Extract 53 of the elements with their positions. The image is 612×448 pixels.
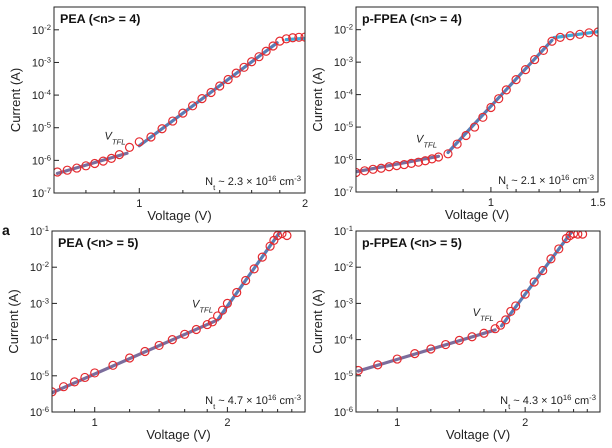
y-tick-label: 10$^{-4}$: [334, 332, 354, 347]
y-tick-label: 10$^{-3}$: [334, 296, 353, 310]
annotation: V$_{TFL}$: [416, 133, 438, 149]
x-axis-title: Voltage (V): [446, 427, 510, 442]
y-tick-label: 10$^{-1}$: [30, 224, 49, 238]
y-tick-label: 10$^{-6}$: [334, 404, 353, 419]
y-tick-label: 10$^{-7}$: [334, 184, 353, 199]
y-tick-label: 10$^{-3}$: [30, 296, 49, 310]
annotation: N$_{t}$ ~ 4.7 × 10$^{16}$ cm$^{-3}$: [205, 392, 301, 410]
x-tick-label: 2: [224, 417, 230, 429]
y-tick-label: 10$^{-5}$: [30, 368, 49, 383]
chart-title: p-FPEA (<n> = 5): [362, 236, 462, 250]
annotation: V$_{TFL}$: [472, 306, 494, 322]
annotation: N$_{t}$ ~ 4.3 × 10$^{16}$ cm$^{-3}$: [500, 392, 596, 410]
x-axis-title: Voltage (V): [146, 427, 211, 442]
annotation: V$_{TFL}$: [192, 298, 214, 314]
y-tick-label: 10$^{-2}$: [30, 260, 49, 274]
y-tick-label: 10$^{-5}$: [334, 120, 353, 134]
y-tick-label: 10$^{-5}$: [32, 120, 51, 135]
y-tick-label: 10$^{-2}$: [334, 22, 353, 37]
chart-title: PEA (<n> = 5): [58, 236, 138, 250]
y-tick-label: 10$^{-3}$: [334, 54, 353, 70]
x-axis-title: Voltage (V): [147, 208, 212, 223]
y-axis-title: Current (A): [8, 68, 23, 132]
y-tick-label: 10$^{-1}$: [334, 224, 353, 238]
y-tick-label: 10$^{-6}$: [334, 152, 353, 167]
y-tick-label: 10$^{-7}$: [32, 186, 51, 200]
x-tick-label: 1: [394, 417, 400, 429]
annotation: N$_{t}$ ~ 2.3 × 10$^{16}$ cm$^{-3}$: [205, 174, 301, 192]
x-tick-label: 1: [92, 417, 98, 429]
y-axis-title: Current (A): [6, 289, 21, 354]
y-axis-title: Current (A): [310, 289, 325, 354]
y-tick-label: 10$^{-2}$: [32, 22, 51, 37]
y-tick-label: 10$^{-6}$: [30, 404, 49, 419]
chart-title: p-FPEA (<n> = 4): [362, 12, 462, 26]
x-tick-label: 1: [488, 197, 494, 209]
y-tick-label: 10$^{-4}$: [32, 88, 52, 102]
x-tick-label: 2: [522, 417, 528, 429]
y-axis-title: Current (A): [310, 67, 325, 132]
y-tick-label: 10$^{-4}$: [30, 332, 50, 347]
x-tick-label: 1: [136, 198, 142, 210]
text: a: [2, 222, 10, 238]
y-tick-label: 10$^{-2}$: [334, 260, 353, 274]
x-tick-label: 1.5: [590, 197, 606, 209]
y-tick-label: 10$^{-6}$: [32, 152, 51, 168]
x-tick-label: 2: [302, 198, 308, 210]
y-tick-label: 10$^{-5}$: [334, 368, 353, 383]
annotation: V$_{TFL}$: [104, 130, 126, 146]
annotation: N$_{t}$ ~ 2.1 × 10$^{16}$ cm$^{-3}$: [498, 172, 594, 190]
y-tick-label: 10$^{-4}$: [334, 87, 354, 102]
y-tick-label: 10$^{-3}$: [32, 54, 51, 70]
x-axis-title: Voltage (V): [444, 207, 510, 222]
chart-title: PEA (<n> = 4): [60, 12, 140, 26]
